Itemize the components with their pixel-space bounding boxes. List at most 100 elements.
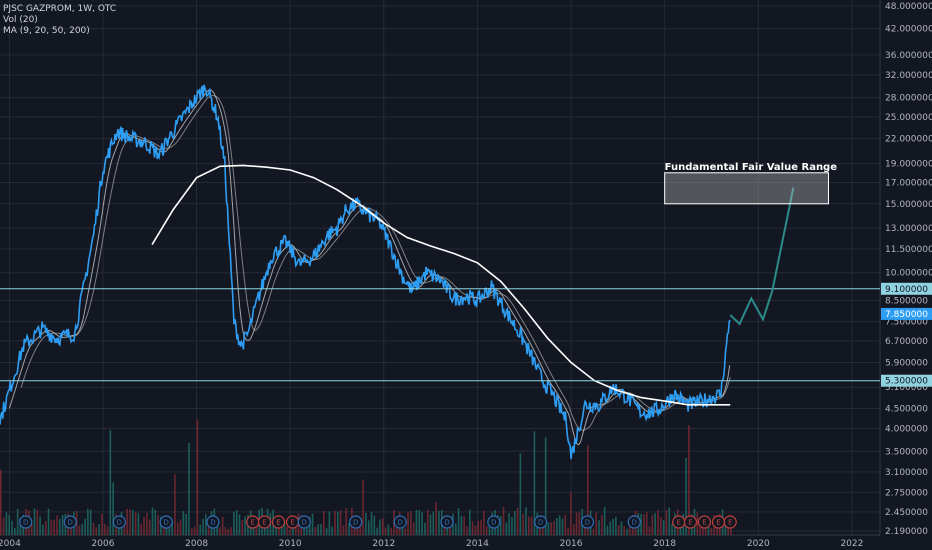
volume-bar xyxy=(345,507,348,535)
x-tick-label: 2012 xyxy=(372,539,395,549)
volume-bar xyxy=(61,515,64,535)
volume-bar xyxy=(221,516,224,535)
x-tick-label: 2016 xyxy=(560,539,583,549)
level-price-label: 9.100000 xyxy=(885,285,928,295)
last-price-label: 7.850000 xyxy=(885,310,928,320)
volume-bar xyxy=(58,518,61,535)
dividend-marker xyxy=(580,515,595,529)
volume-bar xyxy=(78,525,81,535)
y-tick-label: 5.900000 xyxy=(885,358,928,368)
volume-bar xyxy=(154,509,157,535)
volume-bar xyxy=(112,482,114,535)
volume-bar xyxy=(235,510,238,535)
volume-bar xyxy=(2,517,5,535)
volume-bar xyxy=(396,521,398,535)
volume-bar xyxy=(179,519,182,535)
x-tick-label: 2004 xyxy=(0,539,21,549)
volume-bar xyxy=(544,437,547,535)
symbol-legend[interactable]: PJSC GAZPROM, 1W, OTC xyxy=(3,4,117,14)
y-tick-label: 4.500000 xyxy=(885,405,928,415)
y-tick-label: 5.100000 xyxy=(885,383,928,393)
volume-bar xyxy=(280,523,283,535)
event-marker-label: D xyxy=(632,519,637,527)
y-tick-label: 25.000000 xyxy=(885,113,932,123)
volume-bar xyxy=(8,515,11,535)
volume-bar xyxy=(359,524,362,535)
volume-legend[interactable]: Vol (20) xyxy=(3,15,38,25)
event-marker-label: D xyxy=(23,519,28,527)
volume-bar xyxy=(50,520,53,535)
volume-bar xyxy=(275,523,277,535)
volume-bar xyxy=(730,524,732,535)
volume-bar xyxy=(356,525,359,535)
volume-bar xyxy=(89,509,92,535)
y-tick-label: 42.000000 xyxy=(885,25,932,35)
y-tick-label: 10.000000 xyxy=(885,269,932,279)
volume-bar xyxy=(429,514,432,535)
volume-bar xyxy=(513,511,516,535)
event-marker-label: E xyxy=(251,519,255,527)
dividend-marker xyxy=(63,515,77,529)
volume-bar xyxy=(533,431,536,535)
volume-bar xyxy=(477,520,480,535)
volume-bar xyxy=(286,526,289,535)
volume-bar xyxy=(558,515,561,535)
projection-line xyxy=(729,187,795,326)
volume-bar xyxy=(87,508,89,535)
volume-bar xyxy=(129,509,131,535)
dividend-marker xyxy=(297,515,311,529)
volume-bar xyxy=(556,517,558,535)
volume-bar xyxy=(348,523,350,535)
volume-bar xyxy=(289,528,291,535)
volume-bar xyxy=(101,513,103,535)
volume-bar xyxy=(106,526,109,535)
event-marker-label: E xyxy=(290,519,294,527)
volume-bar xyxy=(42,524,44,535)
event-marker-label: D xyxy=(68,519,73,527)
dividend-marker xyxy=(534,515,548,529)
volume-bar xyxy=(469,509,471,535)
volume-bar xyxy=(134,512,137,535)
volume-bar xyxy=(471,521,474,535)
volume-bar xyxy=(502,507,505,535)
volume-bar xyxy=(654,513,656,535)
y-tick-label: 3.500000 xyxy=(885,447,928,457)
event-marker-label: D xyxy=(585,519,590,527)
volume-bar xyxy=(56,515,58,535)
event-marker-label: D xyxy=(302,519,307,527)
volume-bar xyxy=(36,509,39,535)
volume-bar xyxy=(171,521,173,535)
event-marker-label: E xyxy=(716,519,720,527)
y-tick-label: 36.000000 xyxy=(885,51,932,61)
volume-bar xyxy=(421,512,423,535)
volume-bar xyxy=(39,516,41,535)
volume-bar xyxy=(95,527,98,535)
volume-bar xyxy=(84,518,86,535)
event-marker-label: D xyxy=(398,519,403,527)
volume-bar xyxy=(379,519,381,535)
volume-bar xyxy=(224,527,227,535)
level-price-label: 5.300000 xyxy=(885,377,928,387)
y-tick-label: 48.000000 xyxy=(885,2,932,12)
volume-bar xyxy=(640,513,642,535)
volume-bar xyxy=(662,520,665,535)
volume-bar xyxy=(584,527,586,535)
volume-bar xyxy=(620,521,623,535)
volume-bar xyxy=(227,528,230,535)
y-tick-label: 3.100000 xyxy=(885,468,928,478)
volume-bar xyxy=(435,502,437,535)
volume-bar xyxy=(387,524,390,535)
volume-bar xyxy=(11,520,13,535)
moving-average-legend[interactable]: MA (9, 20, 50, 200) xyxy=(3,26,90,36)
volume-bar xyxy=(603,507,606,535)
volume-bar xyxy=(98,523,100,535)
volume-bar xyxy=(404,528,407,535)
event-marker-label: E xyxy=(276,519,280,527)
volume-bar xyxy=(376,527,378,535)
fair-value-box xyxy=(664,172,830,205)
volume-bar xyxy=(570,492,572,535)
earnings-marker xyxy=(723,515,737,529)
volume-bar xyxy=(334,510,336,535)
dividend-marker xyxy=(349,515,363,529)
